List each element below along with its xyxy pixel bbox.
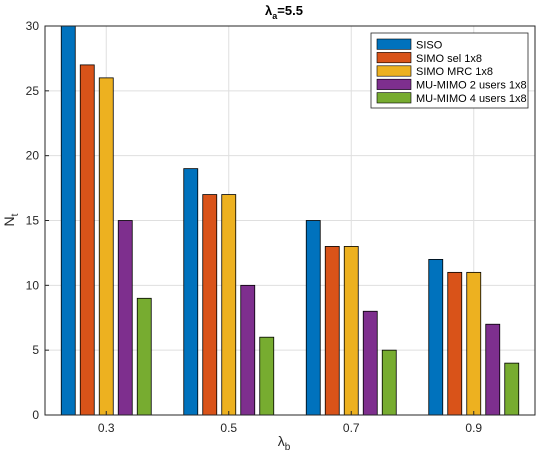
legend-swatch [376,78,412,90]
y-tick-label: 25 [26,84,40,98]
legend-swatch [376,38,412,50]
bar [466,271,482,416]
legend-swatch [376,92,412,104]
bar [428,258,444,416]
x-tick-label: 0.5 [220,421,237,435]
x-tick-label: 0.3 [98,421,115,435]
bar [485,323,501,416]
legend-swatch [376,52,412,64]
bar [324,246,340,416]
bar [136,297,152,416]
legend-label: SIMO MRC 1x8 [416,66,493,78]
y-tick-label: 15 [26,214,40,228]
bar [202,194,218,416]
y-tick-label: 0 [32,408,39,422]
bar [343,246,359,416]
bar [98,77,114,416]
x-tick-label: 0.7 [343,421,360,435]
bar [362,310,378,416]
axes: 0 5 10 15 20 25 30 0.3 0.5 0.7 0.9 [26,19,483,435]
x-tick-label: 0.9 [465,421,482,435]
y-tick-label: 20 [26,149,40,163]
legend-swatch [376,65,412,77]
bar [305,220,321,416]
legend-label: MU-MIMO 4 users 1x8 [416,93,527,105]
bar [504,362,520,416]
bar [60,25,76,416]
bar [259,336,275,416]
bar [117,220,133,416]
y-tick-label: 5 [32,343,39,357]
legend-label: SIMO sel 1x8 [416,53,482,65]
legend-label: SISO [416,39,443,51]
bar [183,168,199,416]
chart-title: λa=5.5 [265,3,303,21]
bar [79,64,95,416]
bar [221,194,237,416]
bar [240,284,256,416]
y-tick-label: 10 [26,278,40,292]
bar [447,271,463,416]
y-axis-title: Nt [1,213,21,226]
legend-label: MU-MIMO 2 users 1x8 [416,80,527,92]
x-axis-title: λb [278,433,291,453]
y-tick-label: 30 [26,19,40,33]
bar [381,349,397,416]
